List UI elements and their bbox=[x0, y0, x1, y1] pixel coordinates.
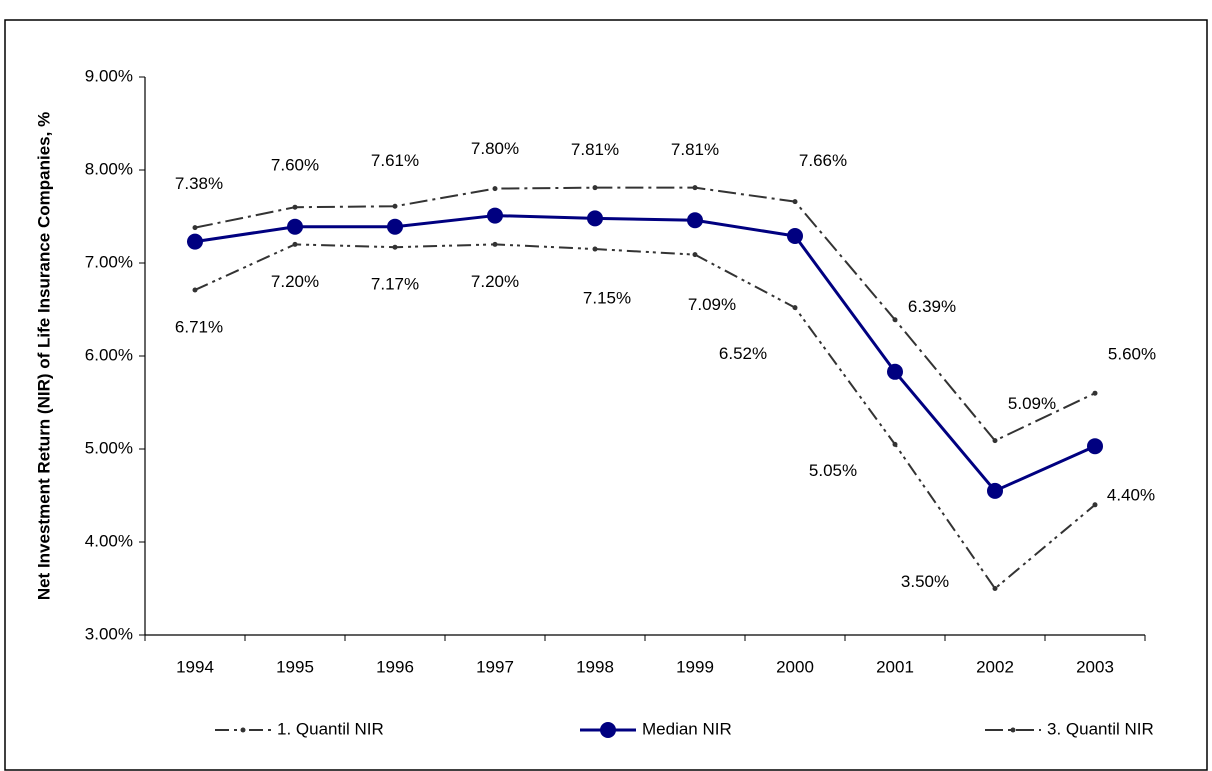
data-label: 7.15% bbox=[583, 289, 631, 308]
legend-label: 1. Quantil NIR bbox=[277, 719, 384, 738]
data-point bbox=[187, 233, 203, 250]
data-point bbox=[192, 287, 198, 293]
y-tick-label: 3.00% bbox=[85, 624, 133, 643]
data-label: 3.50% bbox=[901, 572, 949, 591]
data-label: 4.40% bbox=[1107, 485, 1155, 504]
data-label: 7.81% bbox=[671, 140, 719, 159]
data-label: 5.09% bbox=[1008, 394, 1056, 413]
legend-marker bbox=[600, 722, 616, 738]
y-tick-label: 5.00% bbox=[85, 438, 133, 457]
data-point bbox=[592, 185, 598, 191]
data-point bbox=[192, 225, 198, 231]
data-point bbox=[992, 586, 998, 591]
data-label: 7.20% bbox=[271, 272, 319, 291]
y-tick-label: 4.00% bbox=[85, 531, 133, 550]
data-point bbox=[492, 241, 498, 247]
y-tick-label: 9.00% bbox=[85, 66, 133, 85]
x-tick-label: 2001 bbox=[876, 657, 914, 676]
x-tick-label: 2003 bbox=[1076, 657, 1114, 676]
chart-frame bbox=[4, 19, 1208, 771]
data-point bbox=[392, 244, 398, 250]
data-point bbox=[887, 363, 903, 380]
data-point bbox=[892, 441, 898, 447]
x-tick-label: 2002 bbox=[976, 657, 1014, 676]
data-point bbox=[692, 252, 698, 258]
y-tick-label: 7.00% bbox=[85, 252, 133, 271]
legend-marker bbox=[240, 727, 246, 733]
data-label: 7.80% bbox=[471, 139, 519, 158]
data-label: 6.39% bbox=[908, 297, 956, 316]
data-point bbox=[792, 305, 798, 311]
data-point bbox=[787, 228, 803, 245]
legend-label: 3. Quantil NIR bbox=[1047, 719, 1154, 738]
data-label: 7.61% bbox=[371, 151, 419, 170]
series-line bbox=[194, 186, 1096, 442]
data-point bbox=[392, 203, 398, 209]
data-label: 7.17% bbox=[371, 275, 419, 294]
legend-label: Median NIR bbox=[642, 719, 732, 738]
data-point bbox=[1087, 438, 1103, 455]
x-tick-label: 1999 bbox=[676, 657, 714, 676]
data-label: 7.38% bbox=[175, 174, 223, 193]
y-tick-label: 6.00% bbox=[85, 345, 133, 364]
data-point bbox=[792, 199, 798, 205]
x-tick-label: 1998 bbox=[576, 657, 614, 676]
data-label: 7.09% bbox=[688, 295, 736, 314]
data-point bbox=[292, 204, 298, 210]
x-tick-label: 1997 bbox=[476, 657, 514, 676]
data-point bbox=[987, 482, 1003, 499]
data-point bbox=[892, 317, 898, 323]
data-point bbox=[1092, 502, 1098, 508]
data-point bbox=[592, 246, 598, 252]
data-point bbox=[587, 210, 603, 227]
legend-marker bbox=[1010, 727, 1016, 733]
data-label: 5.05% bbox=[809, 461, 857, 480]
y-axis-label: Net Investment Return (NIR) of Life Insu… bbox=[34, 112, 53, 600]
data-label: 7.60% bbox=[271, 156, 319, 175]
data-point bbox=[1092, 390, 1098, 396]
data-label: 6.71% bbox=[175, 317, 223, 336]
data-point bbox=[387, 218, 403, 235]
data-point bbox=[292, 241, 298, 247]
data-label: 7.20% bbox=[471, 272, 519, 291]
x-tick-label: 1994 bbox=[176, 657, 214, 676]
data-point bbox=[992, 438, 998, 444]
data-point bbox=[687, 212, 703, 229]
y-tick-label: 8.00% bbox=[85, 159, 133, 178]
data-label: 6.52% bbox=[719, 344, 767, 363]
data-point bbox=[487, 207, 503, 224]
x-tick-label: 1996 bbox=[376, 657, 414, 676]
data-point bbox=[492, 186, 498, 192]
data-label: 7.81% bbox=[571, 140, 619, 159]
x-tick-label: 1995 bbox=[276, 657, 314, 676]
data-point bbox=[287, 218, 303, 235]
data-label: 7.66% bbox=[799, 151, 847, 170]
data-label: 5.60% bbox=[1108, 345, 1156, 364]
data-point bbox=[692, 185, 698, 191]
x-tick-label: 2000 bbox=[776, 657, 814, 676]
series-line bbox=[194, 214, 1096, 493]
